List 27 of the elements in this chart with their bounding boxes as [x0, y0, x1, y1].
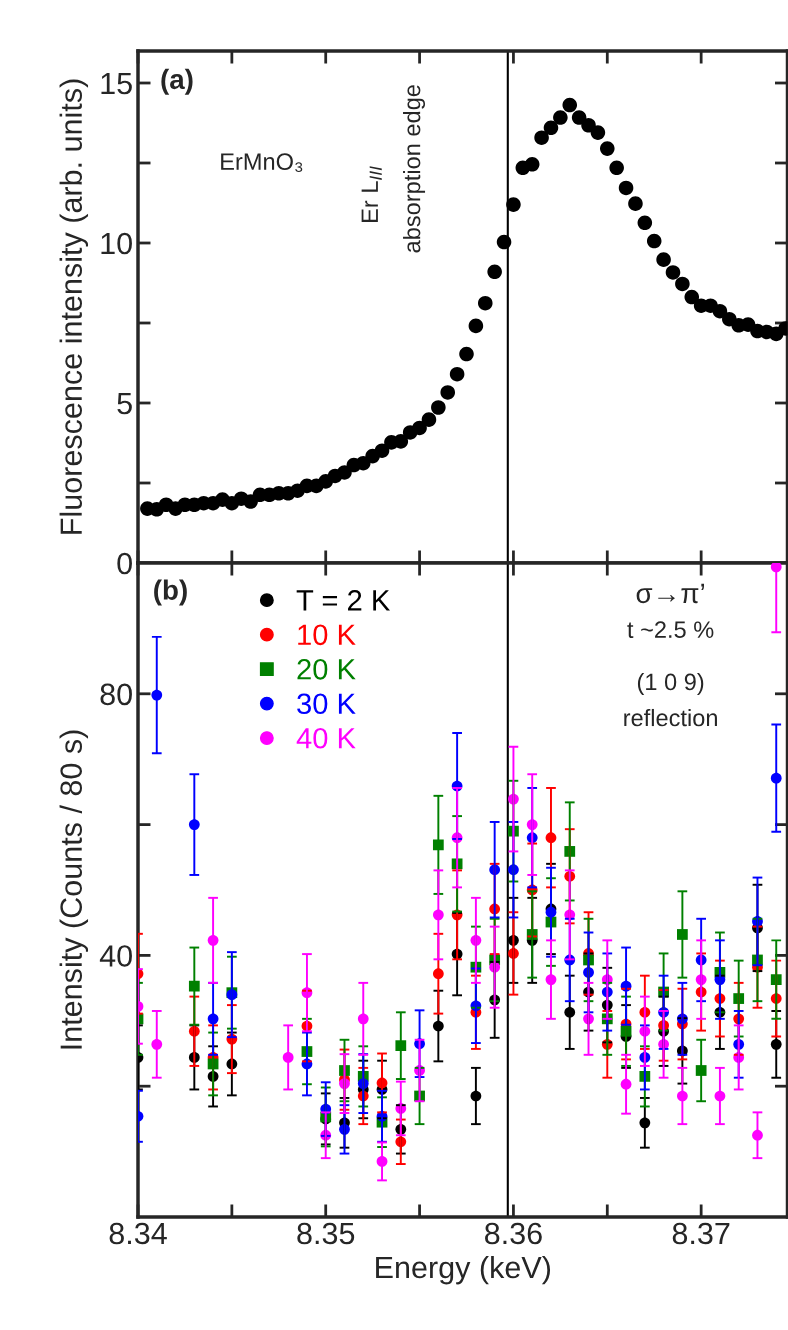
y-tick-label: 5	[117, 393, 132, 415]
annotation: (a)	[161, 68, 193, 95]
annotation: absorption edge	[403, 85, 426, 253]
legend-label: 40 K	[296, 727, 356, 749]
y-tick-label: 0	[117, 552, 132, 575]
y-axis-title: Fluorescence intensity (arb. units)	[59, 79, 89, 534]
y-axis-title: Intensity (Counts / 80 s)	[59, 730, 89, 1049]
legend-label: T = 2 K	[296, 590, 391, 611]
y-tick-label: 80	[100, 683, 132, 706]
x-axis-title: Energy (keV)	[376, 1255, 551, 1285]
annotation: (1 0 9)	[637, 672, 704, 695]
annotation: Er L$_{III}$	[361, 166, 382, 222]
y-tick-label: 10	[101, 232, 132, 255]
legend-label: 20 K	[297, 658, 356, 680]
annotation: ErMnO₃	[221, 153, 303, 172]
annotation: σ→π’	[636, 583, 704, 604]
annotation: t ~2.5 %	[627, 621, 714, 639]
x-tick-label: 8.37	[672, 1222, 730, 1245]
x-tick-label: 8.36	[485, 1222, 542, 1245]
y-tick-label: 15	[101, 73, 132, 95]
annotation: (b)	[154, 579, 187, 606]
x-tick-label: 8.35	[297, 1222, 355, 1245]
legend-label: 10 K	[298, 624, 356, 646]
x-tick-label: 8.34	[109, 1222, 167, 1245]
y-tick-label: 40	[99, 945, 132, 967]
annotation: reflection	[624, 708, 717, 727]
legend-label: 30 K	[297, 693, 356, 715]
